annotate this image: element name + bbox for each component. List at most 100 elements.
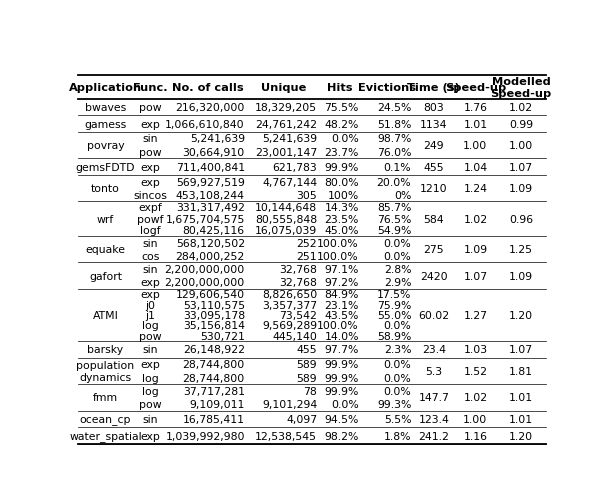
Text: exp: exp — [141, 431, 161, 441]
Text: 14.0%: 14.0% — [325, 331, 359, 341]
Text: 23.1%: 23.1% — [325, 300, 359, 310]
Text: 0.1%: 0.1% — [384, 162, 411, 172]
Text: 100.0%: 100.0% — [317, 252, 359, 262]
Text: 129,606,540: 129,606,540 — [176, 290, 245, 300]
Text: 455: 455 — [297, 345, 317, 355]
Text: j1: j1 — [146, 311, 155, 321]
Text: 1.52: 1.52 — [463, 366, 487, 376]
Text: 1.20: 1.20 — [509, 431, 533, 441]
Text: 55.0%: 55.0% — [377, 311, 411, 321]
Text: 584: 584 — [423, 214, 444, 224]
Text: No. of calls: No. of calls — [172, 83, 244, 93]
Text: 589: 589 — [297, 360, 317, 370]
Text: 24,761,242: 24,761,242 — [255, 119, 317, 129]
Text: 1,039,992,980: 1,039,992,980 — [166, 431, 245, 441]
Text: cos: cos — [141, 252, 160, 262]
Text: 1.04: 1.04 — [463, 162, 487, 172]
Text: 12,538,545: 12,538,545 — [255, 431, 317, 441]
Text: 5,241,639: 5,241,639 — [262, 134, 317, 144]
Text: 78: 78 — [303, 386, 317, 396]
Text: 0%: 0% — [394, 190, 411, 200]
Text: 32,768: 32,768 — [280, 278, 317, 288]
Text: 2.9%: 2.9% — [384, 278, 411, 288]
Text: 0.0%: 0.0% — [384, 321, 411, 331]
Text: 5.3: 5.3 — [425, 366, 442, 376]
Text: 76.5%: 76.5% — [377, 214, 411, 224]
Text: 16,785,411: 16,785,411 — [183, 414, 245, 424]
Text: exp: exp — [141, 290, 161, 300]
Text: sin: sin — [143, 414, 158, 424]
Text: 99.9%: 99.9% — [325, 373, 359, 383]
Text: pow: pow — [139, 147, 162, 157]
Text: sin: sin — [143, 134, 158, 144]
Text: 97.7%: 97.7% — [325, 345, 359, 355]
Text: 23,001,147: 23,001,147 — [255, 147, 317, 157]
Text: 14.3%: 14.3% — [325, 203, 359, 213]
Text: bwaves: bwaves — [85, 103, 126, 113]
Text: 0.0%: 0.0% — [384, 360, 411, 370]
Text: 1.16: 1.16 — [463, 431, 487, 441]
Text: 1.01: 1.01 — [463, 119, 487, 129]
Text: sin: sin — [143, 345, 158, 355]
Text: Func.: Func. — [133, 83, 168, 93]
Text: 455: 455 — [423, 162, 444, 172]
Text: 20.0%: 20.0% — [376, 177, 411, 187]
Text: 94.5%: 94.5% — [325, 414, 359, 424]
Text: Modelled
Speed-up: Modelled Speed-up — [490, 77, 552, 98]
Text: 530,721: 530,721 — [200, 331, 245, 341]
Text: 1.27: 1.27 — [463, 311, 487, 321]
Text: 1.09: 1.09 — [463, 244, 487, 255]
Text: 1134: 1134 — [420, 119, 448, 129]
Text: 1.02: 1.02 — [463, 214, 487, 224]
Text: povray: povray — [86, 141, 124, 151]
Text: 4,097: 4,097 — [286, 414, 317, 424]
Text: 568,120,502: 568,120,502 — [176, 238, 245, 248]
Text: 37,717,281: 37,717,281 — [183, 386, 245, 396]
Text: 1.07: 1.07 — [509, 162, 533, 172]
Text: pow: pow — [139, 331, 162, 341]
Text: 30,664,910: 30,664,910 — [183, 147, 245, 157]
Text: expf: expf — [139, 203, 163, 213]
Text: 26,148,922: 26,148,922 — [183, 345, 245, 355]
Text: 97.2%: 97.2% — [325, 278, 359, 288]
Text: 98.7%: 98.7% — [377, 134, 411, 144]
Text: 0.0%: 0.0% — [384, 373, 411, 383]
Text: wrf: wrf — [97, 214, 114, 224]
Text: log: log — [142, 373, 159, 383]
Text: Time (s): Time (s) — [407, 83, 460, 93]
Text: sincos: sincos — [133, 190, 167, 200]
Text: 17.5%: 17.5% — [377, 290, 411, 300]
Text: 1.00: 1.00 — [463, 141, 487, 151]
Text: 589: 589 — [297, 373, 317, 383]
Text: 1.09: 1.09 — [509, 184, 533, 194]
Text: 249: 249 — [423, 141, 444, 151]
Text: logf: logf — [140, 226, 161, 236]
Text: 1.03: 1.03 — [463, 345, 487, 355]
Text: 2.3%: 2.3% — [384, 345, 411, 355]
Text: 1.20: 1.20 — [509, 311, 533, 321]
Text: 5,241,639: 5,241,639 — [190, 134, 245, 144]
Text: 0.0%: 0.0% — [331, 134, 359, 144]
Text: ATMI: ATMI — [93, 311, 119, 321]
Text: 2,200,000,000: 2,200,000,000 — [164, 278, 245, 288]
Text: 453,108,244: 453,108,244 — [176, 190, 245, 200]
Text: gamess: gamess — [85, 119, 127, 129]
Text: 98.2%: 98.2% — [325, 431, 359, 441]
Text: 73,542: 73,542 — [280, 311, 317, 321]
Text: exp: exp — [141, 360, 161, 370]
Text: 23.7%: 23.7% — [325, 147, 359, 157]
Text: 99.9%: 99.9% — [325, 162, 359, 172]
Text: Hits: Hits — [327, 83, 353, 93]
Text: 241.2: 241.2 — [418, 431, 449, 441]
Text: 100%: 100% — [328, 190, 359, 200]
Text: j0: j0 — [146, 300, 155, 310]
Text: 305: 305 — [297, 190, 317, 200]
Text: 16,075,039: 16,075,039 — [255, 226, 317, 236]
Text: water_spatial: water_spatial — [69, 430, 142, 441]
Text: 711,400,841: 711,400,841 — [176, 162, 245, 172]
Text: 123.4: 123.4 — [418, 414, 449, 424]
Text: Application: Application — [69, 83, 142, 93]
Text: 75.5%: 75.5% — [325, 103, 359, 113]
Text: 97.1%: 97.1% — [325, 265, 359, 275]
Text: 284,000,252: 284,000,252 — [175, 252, 245, 262]
